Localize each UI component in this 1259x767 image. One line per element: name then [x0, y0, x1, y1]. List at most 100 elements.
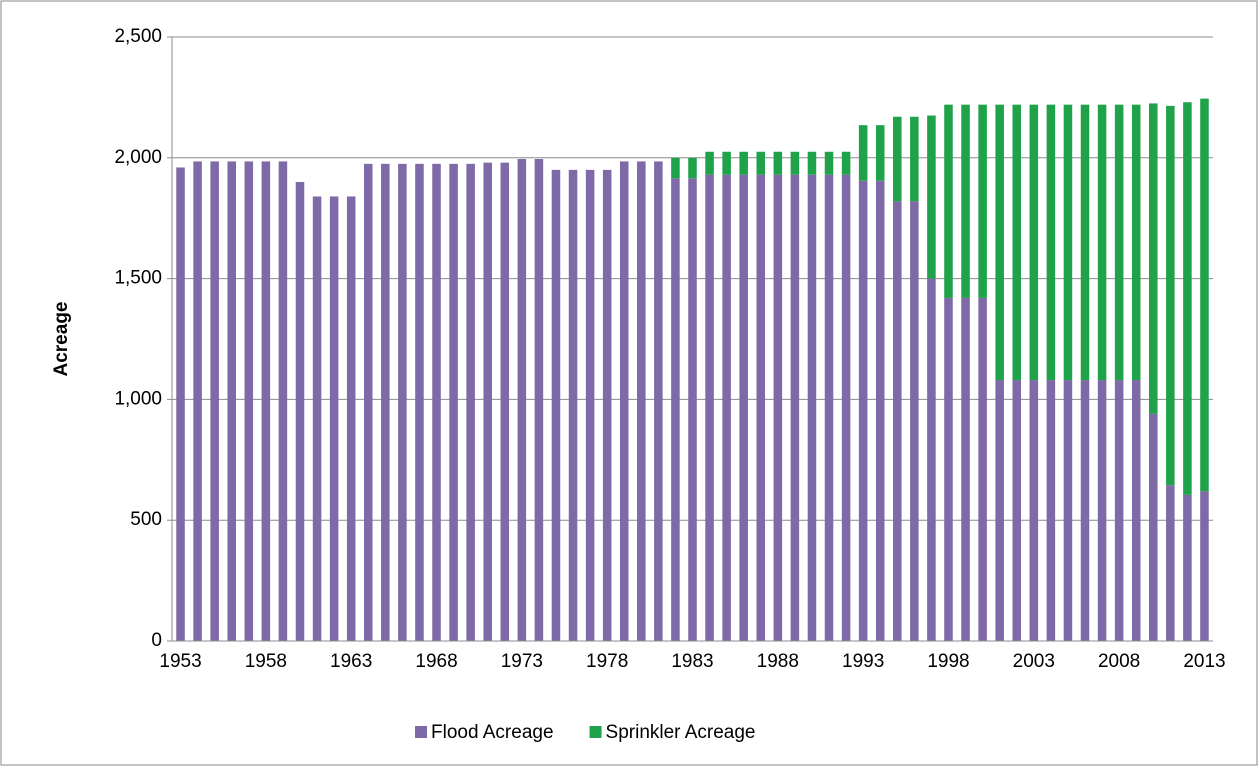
bar-segment [824, 174, 834, 641]
bar-segment [671, 157, 680, 179]
x-tick-label: 1968 [415, 651, 457, 672]
bar-segment [893, 116, 902, 202]
bar-segment [739, 174, 748, 641]
bar-segment [1183, 494, 1192, 641]
bar-segment [688, 157, 697, 179]
bar-segment [756, 151, 766, 175]
bar-segment [790, 174, 800, 641]
y-tick-label: 2,000 [114, 147, 162, 168]
bar-segment [688, 178, 697, 641]
bar-segment [927, 278, 936, 641]
bar-segment [398, 163, 407, 641]
bar-segment [807, 151, 817, 175]
x-tick-label: 1963 [330, 651, 372, 672]
bar-segment [210, 161, 219, 641]
y-tick-label: 500 [130, 509, 162, 530]
x-tick-label: 2008 [1098, 651, 1140, 672]
bar-segment [893, 201, 902, 641]
bar-segment [858, 125, 868, 181]
bar-segment [739, 151, 748, 175]
bar-segment [944, 297, 953, 641]
bar-segment [961, 297, 970, 641]
bar-segment [1012, 104, 1022, 381]
bar-segment [756, 174, 766, 641]
bar-segment [585, 169, 595, 641]
x-tick-label: 1993 [842, 651, 884, 672]
bar-segment [1114, 380, 1124, 641]
bar-segment [841, 174, 851, 641]
bar-segment [807, 174, 817, 641]
bar-segment [227, 161, 236, 641]
bar-segment [1149, 413, 1158, 641]
bar-segment [568, 169, 578, 641]
bar-segment [1029, 104, 1039, 381]
x-tick-label: 1958 [245, 651, 287, 672]
y-tick-label: 0 [151, 630, 162, 651]
bar-segment [176, 167, 185, 642]
bar-segment [1166, 485, 1175, 641]
bar-segment [329, 196, 339, 641]
bar-segment [875, 125, 885, 181]
bar-segment [466, 163, 475, 641]
bar-segment [722, 151, 731, 175]
bar-segment [910, 116, 919, 202]
bar-segment [602, 169, 612, 641]
x-tick-label: 2013 [1183, 651, 1225, 672]
bar-segment [961, 104, 970, 298]
bar-segment [705, 174, 714, 641]
bar-segment [295, 181, 305, 641]
bar-segment [875, 180, 885, 641]
bar-segment [1063, 104, 1073, 381]
bar-segment [1200, 491, 1209, 641]
x-tick-label: 2003 [1013, 651, 1055, 672]
x-tick-label: 1978 [586, 651, 628, 672]
bar-segment [824, 151, 834, 175]
bar-segment [346, 196, 356, 641]
bar-segment [722, 174, 731, 641]
bar-segment [995, 380, 1004, 641]
bar-segment [978, 104, 987, 298]
y-axis-label: Acreage [51, 302, 72, 377]
legend-swatch [415, 726, 427, 738]
bar-segment [415, 163, 424, 641]
bar-segment [244, 161, 254, 641]
bar-segment [1131, 380, 1141, 641]
legend-label: Sprinkler Acreage [606, 722, 756, 743]
bar-segment [1114, 104, 1124, 381]
bar-segment [1046, 380, 1056, 641]
y-tick-label: 2,500 [114, 26, 162, 47]
bar-segment [841, 151, 851, 175]
bar-segment [637, 161, 646, 641]
legend-label: Flood Acreage [431, 722, 554, 743]
bar-segment [671, 178, 680, 641]
bar-segment [534, 159, 544, 641]
bar-segment [995, 104, 1004, 381]
bar-segment [773, 151, 783, 175]
bar-segment [1029, 380, 1039, 641]
bar-segment [1131, 104, 1141, 381]
bar-segment [1012, 380, 1022, 641]
x-tick-label: 1988 [757, 651, 799, 672]
bar-segment [381, 163, 390, 641]
x-tick-label: 1953 [159, 651, 201, 672]
bar-segment [1097, 104, 1107, 381]
y-tick-label: 1,000 [114, 388, 162, 409]
bar-segment [278, 161, 288, 641]
bar-segment [619, 161, 629, 641]
bar-segment [858, 180, 868, 641]
bar-segment [517, 159, 527, 641]
bar-segment [944, 104, 953, 298]
bar-segment [1166, 105, 1175, 486]
x-tick-label: 1973 [501, 651, 543, 672]
bar-segment [1097, 380, 1107, 641]
bar-segment [363, 163, 373, 641]
bar-segment [449, 163, 458, 641]
bar-segment [312, 196, 322, 641]
bar-segment [910, 201, 919, 641]
x-tick-label: 1998 [927, 651, 969, 672]
bar-segment [261, 161, 271, 641]
bar-segment [978, 297, 987, 641]
bar-segment [1080, 380, 1090, 641]
bar-segment [927, 115, 936, 279]
